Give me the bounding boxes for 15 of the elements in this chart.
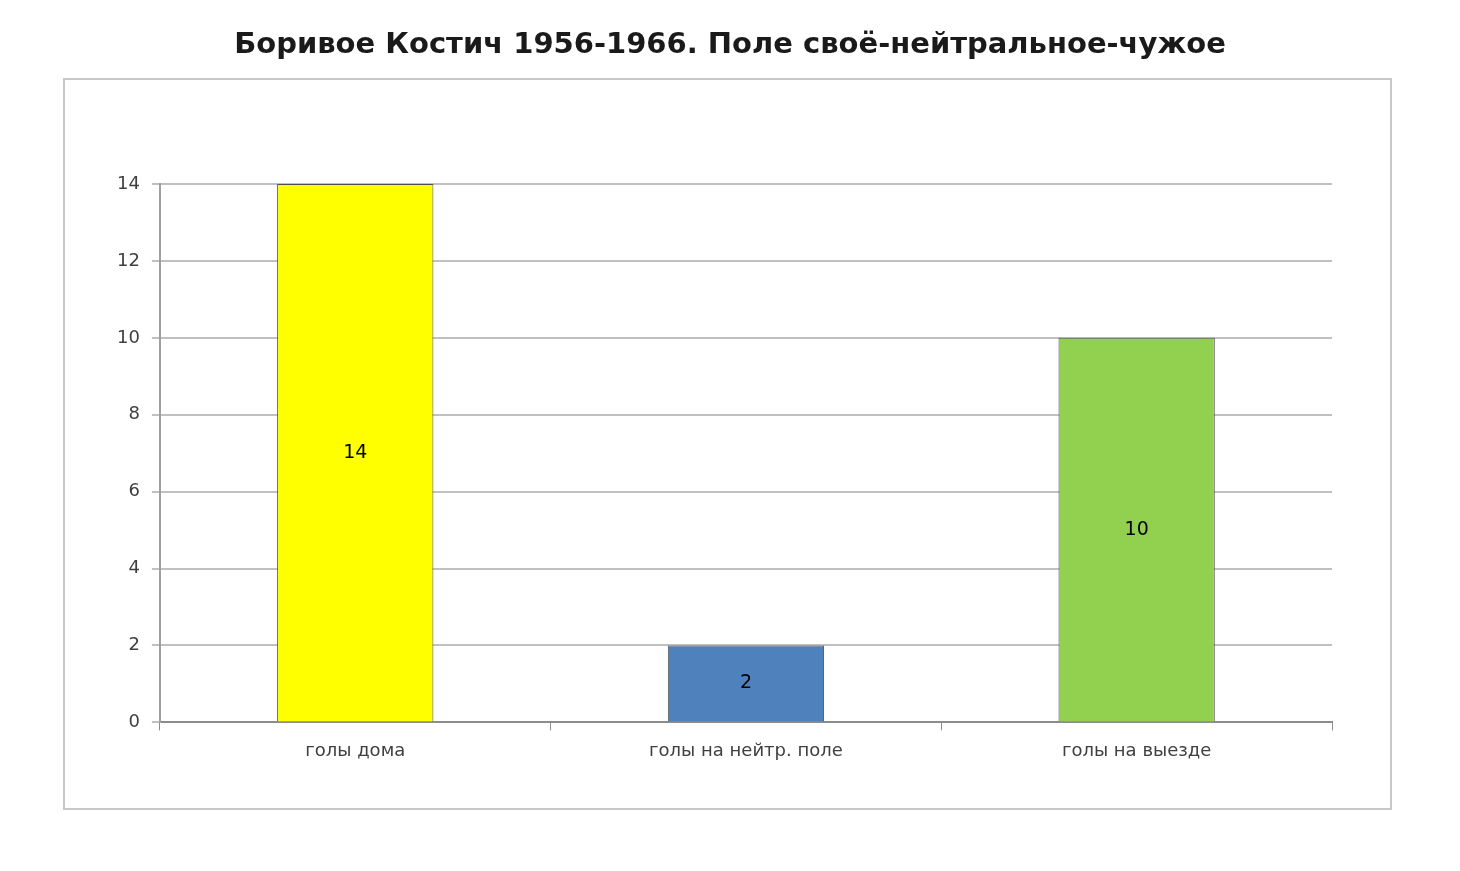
data-label: 2	[739, 670, 752, 693]
y-tick-label: 0	[128, 710, 140, 732]
data-label: 10	[1124, 516, 1149, 539]
y-tick-label: 4	[128, 556, 140, 578]
y-tick-label: 8	[128, 402, 140, 424]
data-label: 14	[343, 439, 368, 462]
y-tick-label: 12	[117, 248, 140, 270]
chart-title: Боривое Костич 1956-1966. Поле своё-нейтральное-чужое	[233, 26, 1227, 60]
y-tick-label: 10	[117, 325, 140, 347]
y-tick-label: 14	[117, 171, 140, 193]
y-tick-label: 2	[128, 633, 140, 655]
y-tick-label: 6	[128, 479, 140, 501]
x-tick-label: голы на нейтр. поле	[649, 738, 843, 760]
x-tick-label: голы дома	[305, 738, 406, 760]
x-tick-label: голы на выезде	[1061, 738, 1212, 760]
